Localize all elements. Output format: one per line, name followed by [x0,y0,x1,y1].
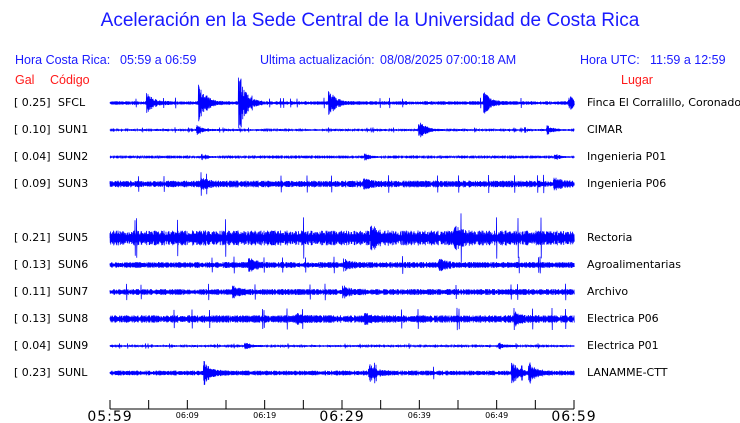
trace-sun2 [109,153,575,161]
station-place: Ingenieria P01 [587,150,667,163]
station-code: SUN2 [58,150,89,163]
trace-sun6 [109,256,575,274]
utc-time-label: Hora UTC: [580,53,640,67]
trace-sun9 [109,342,575,350]
station-code: SUN3 [58,177,89,190]
gal-value: [ 0.13] [14,258,51,271]
station-place: LANAMME-CTT [587,366,668,379]
trace-sun5 [109,213,575,263]
code-column-header: Código [50,73,90,87]
station-place: Ingenieria P06 [587,177,667,190]
station-code: SUN7 [58,285,89,298]
axis-tick-label: 06:29 [319,409,364,423]
station-code: SUN9 [58,339,89,352]
page-title: Aceleración en la Sede Central de la Uni… [100,10,640,31]
station-place: Electrica P01 [587,339,659,352]
station-code: SUNL [58,366,88,379]
gal-value: [ 0.13] [14,312,51,325]
axis-tick-label: 06:09 [176,411,199,420]
station-code: SFCL [58,96,86,109]
axis-tick-label: 06:39 [408,411,431,420]
station-code: SUN5 [58,231,89,244]
utc-time-range: 11:59 a 12:59 [650,53,726,67]
station-place: CIMAR [587,123,623,136]
gal-value: [ 0.04] [14,150,51,163]
station-place: Rectoria [587,231,633,244]
station-place: Finca El Corralillo, Coronado [587,96,740,109]
axis-tick-label: 06:19 [253,411,276,420]
update-value: 08/08/2025 07:00:18 AM [380,53,517,67]
gal-value: [ 0.10] [14,123,51,136]
trace-sun8 [109,307,575,331]
gal-value: [ 0.23] [14,366,51,379]
gal-value: [ 0.11] [14,285,51,298]
axis-tick-label: 06:49 [485,411,508,420]
gal-value: [ 0.04] [14,339,51,352]
trace-sun7 [109,283,575,301]
station-code: SUN6 [58,258,89,271]
local-time-label: Hora Costa Rica: [15,53,111,67]
axis-tick-label: 06:59 [551,409,596,423]
station-code: SUN8 [58,312,89,325]
gal-value: [ 0.25] [14,96,51,109]
station-place: Archivo [587,285,629,298]
place-column-header: Lugar [621,73,653,87]
trace-sunl [109,360,575,386]
gal-value: [ 0.21] [14,231,51,244]
trace-sun3 [109,172,575,196]
gal-column-header: Gal [15,73,35,87]
trace-sfcl [109,77,575,129]
axis-tick-label: 05:59 [87,409,132,423]
update-label: Ultima actualización: [260,53,375,67]
station-place: Agroalimentarias [587,258,681,271]
local-time-range: 05:59 a 06:59 [120,53,197,67]
trace-sun1 [109,122,575,138]
station-place: Electrica P06 [587,312,659,325]
gal-value: [ 0.09] [14,177,51,190]
station-code: SUN1 [58,123,89,136]
